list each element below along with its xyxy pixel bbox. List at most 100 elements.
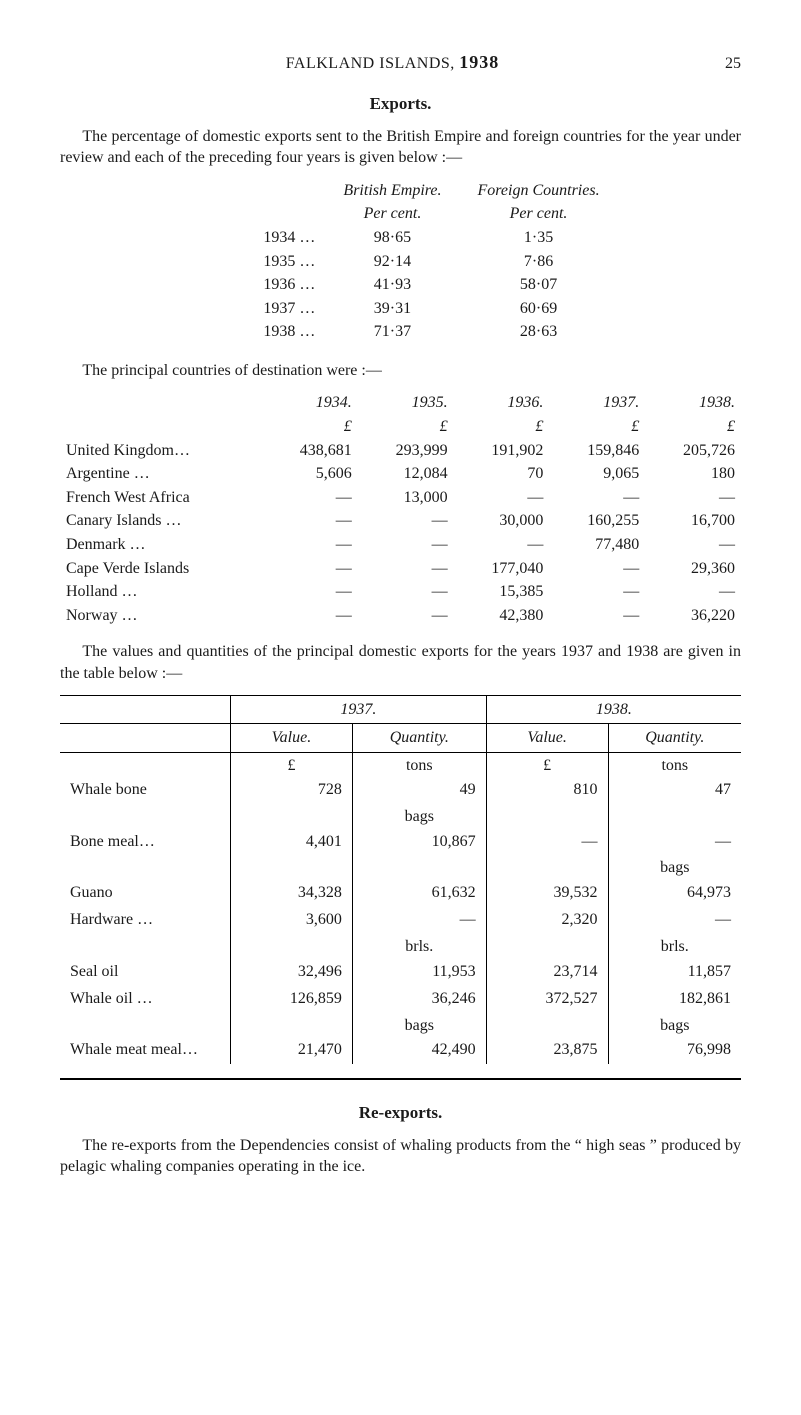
unit-cell [486,934,608,958]
table-row: 1934 …98·651·35 [183,226,617,250]
unit-cell: brls. [608,934,741,958]
vq-sub-value-2: Value. [486,724,608,753]
dest-y1: 1934. [262,391,358,415]
value-cell: 10,867 [352,828,486,856]
col-header-british-empire: British Empire. [325,179,459,203]
table-row: Argentine …5,60612,084709,065180 [60,462,741,486]
exports-para-2: The principal countries of destination w… [60,360,741,382]
commodity-label: Whale meat meal… [60,1036,231,1064]
value-cell: — [486,828,608,856]
value-cell: — [608,906,741,934]
value-cell: — [358,580,454,604]
dest-u5: £ [645,415,741,439]
value-cell: — [358,604,454,628]
table-row: Guano34,32861,63239,53264,973 [60,879,741,907]
commodity-label: Whale oil … [60,985,231,1013]
value-cell: 12,084 [358,462,454,486]
value-cell: — [262,509,358,533]
year-cell: 1937 … [183,297,325,321]
table-row: Canary Islands …——30,000160,25516,700 [60,509,741,533]
value-cell: 126,859 [231,985,353,1013]
unit-cell [231,855,353,879]
value-cell: 182,861 [608,985,741,1013]
table-row: French West Africa—13,000——— [60,486,741,510]
value-cell: 2,320 [486,906,608,934]
value-cell: — [454,533,550,557]
value-cell: 21,470 [231,1036,353,1064]
dest-y2: 1935. [358,391,454,415]
value-cell: 293,999 [358,439,454,463]
dest-u4: £ [549,415,645,439]
table-row: Norway …——42,380—36,220 [60,604,741,628]
col-sub-percent-1: Per cent. [325,202,459,226]
value-cell: — [549,604,645,628]
value-cell: 3,600 [231,906,353,934]
value-cell: — [608,828,741,856]
table-row: Cape Verde Islands——177,040—29,360 [60,557,741,581]
running-head-prefix: FALKLAND ISLANDS, [286,55,455,72]
unit-cell [486,855,608,879]
table-row: 1935 …92·147·86 [183,250,617,274]
dest-u2: £ [358,415,454,439]
year-cell: 1935 … [183,250,325,274]
table-row: Whale oil …126,85936,246372,527182,861 [60,985,741,1013]
table-row: Whale bone7284981047 [60,776,741,804]
unit-cell: bags [608,1013,741,1037]
table-row: 1937 …39·3160·69 [183,297,617,321]
table-row: Holland …——15,385—— [60,580,741,604]
table-row: Seal oil32,49611,95323,71411,857 [60,958,741,986]
value-cell: 23,714 [486,958,608,986]
value-cell: — [262,604,358,628]
commodity-label: Bone meal… [60,828,231,856]
unit-row: £tons£tons [60,752,741,776]
value-cell: 15,385 [454,580,550,604]
commodity-label: Guano [60,879,231,907]
value-cell: 36,220 [645,604,741,628]
unit-row: brls.brls. [60,934,741,958]
value-cell: 29,360 [645,557,741,581]
year-cell: 1936 … [183,273,325,297]
unit-cell [352,855,486,879]
dest-y3: 1936. [454,391,550,415]
value-cell: 4,401 [231,828,353,856]
commodity-label: Hardware … [60,906,231,934]
vq-year-1937: 1937. [231,695,487,724]
value-cell: — [645,486,741,510]
table-row: Hardware …3,600—2,320— [60,906,741,934]
destination-table: 1934. 1935. 1936. 1937. 1938. £ £ £ £ £ … [60,391,741,627]
country-label: Cape Verde Islands [60,557,262,581]
commodity-label: Seal oil [60,958,231,986]
unit-cell [231,1013,353,1037]
value-cell: 76,998 [608,1036,741,1064]
vq-sub-qty-1: Quantity. [352,724,486,753]
exports-para-3: The values and quantities of the princip… [60,641,741,684]
value-cell: 42,490 [352,1036,486,1064]
unit-cell [608,804,741,828]
vq-sub-qty-2: Quantity. [608,724,741,753]
value-cell: 205,726 [645,439,741,463]
value-cell: 77,480 [549,533,645,557]
value-cell: — [645,580,741,604]
vq-year-1938: 1938. [486,695,741,724]
value-cell: 36,246 [352,985,486,1013]
country-label: Norway … [60,604,262,628]
foreign-countries-cell: 7·86 [460,250,618,274]
unit-cell [231,934,353,958]
running-head: FALKLAND ISLANDS, 1938 [286,50,500,75]
unit-cell: bags [352,1013,486,1037]
unit-cell: tons [608,752,741,776]
value-cell: — [352,906,486,934]
table-row: Bone meal…4,40110,867—— [60,828,741,856]
commodity-label: Whale bone [60,776,231,804]
table-row: Whale meat meal…21,47042,49023,87576,998 [60,1036,741,1064]
unit-row: bags [60,855,741,879]
country-label: Canary Islands … [60,509,262,533]
foreign-countries-cell: 1·35 [460,226,618,250]
percentage-table: British Empire. Foreign Countries. Per c… [183,179,617,344]
value-cell: 23,875 [486,1036,608,1064]
value-cell: 64,973 [608,879,741,907]
unit-cell: tons [352,752,486,776]
value-cell: — [358,509,454,533]
country-label: French West Africa [60,486,262,510]
value-cell: 9,065 [549,462,645,486]
